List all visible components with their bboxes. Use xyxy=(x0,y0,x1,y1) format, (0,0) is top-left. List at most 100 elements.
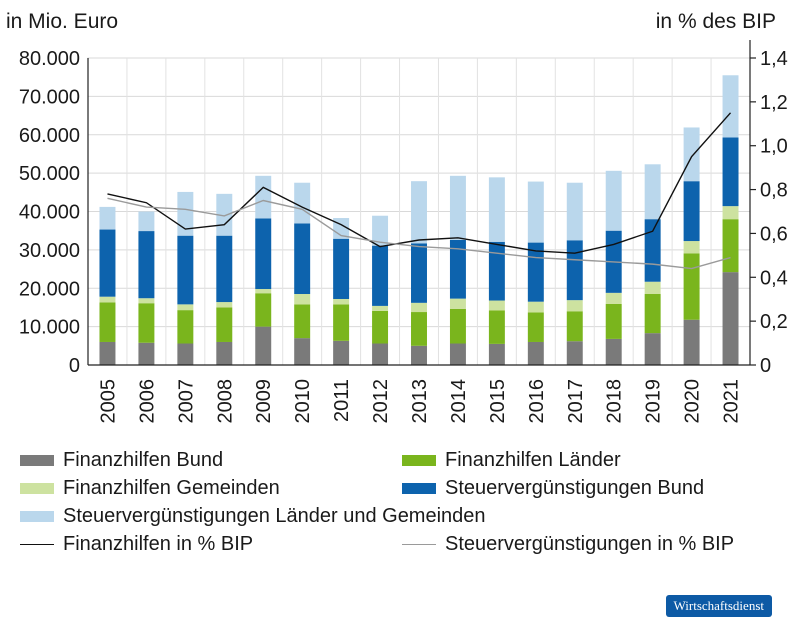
legend-swatch xyxy=(402,455,436,466)
y2-tick-label: 0,2 xyxy=(760,311,788,333)
x-tick-label: 2005 xyxy=(97,379,119,424)
bar-segment xyxy=(527,341,544,365)
y2-tick-label: 0 xyxy=(760,355,771,377)
bar-segment xyxy=(605,292,622,304)
left-axis-unit-label: in Mio. Euro xyxy=(6,10,119,33)
bar-segment xyxy=(644,219,661,282)
bar-segment xyxy=(372,245,389,306)
legend-line-swatch xyxy=(402,544,436,545)
y-tick-label: 10.000 xyxy=(19,317,80,339)
bar-segment xyxy=(411,312,427,346)
legend-item-finanzhilfen-laender: Finanzhilfen Länder xyxy=(402,449,621,472)
x-tick-label: 2020 xyxy=(682,379,704,424)
legend-label: Steuervergünstigungen in % BIP xyxy=(445,533,735,555)
bar-segment xyxy=(605,170,622,231)
bar-segment xyxy=(255,175,272,219)
y-tick-label: 80.000 xyxy=(19,48,80,70)
x-tick-label: 2012 xyxy=(370,379,392,424)
bar-segment xyxy=(216,235,233,303)
bar-segment xyxy=(488,177,505,242)
bar-segment xyxy=(99,302,116,342)
bar-segment xyxy=(449,298,466,309)
y-tick-label: 40.000 xyxy=(19,202,80,224)
bar-segment xyxy=(138,231,155,299)
bar-segment xyxy=(411,302,427,313)
legend-swatch xyxy=(20,511,54,522)
axes: 0 10.000 20.000 30.000 40.000 50.000 60.000 70.… xyxy=(19,40,788,424)
bar-segment xyxy=(99,229,116,297)
series-line xyxy=(107,112,732,254)
bar-segment xyxy=(255,218,272,290)
bar-segment xyxy=(644,294,661,334)
bar-segment xyxy=(683,253,700,320)
bar-segment xyxy=(527,181,544,243)
bar-segment xyxy=(683,319,700,365)
bar-segment xyxy=(372,215,389,246)
y-tick-label: 60.000 xyxy=(19,125,80,147)
legend-line-swatch xyxy=(20,544,54,545)
bar-segment xyxy=(333,340,350,365)
bar-segment xyxy=(372,310,389,344)
bar-segment xyxy=(372,305,389,311)
bar-segment xyxy=(449,343,466,365)
legend-item-finanzhilfen-bip-line: Finanzhilfen in % BIP xyxy=(20,533,253,556)
bar-segment xyxy=(449,308,466,344)
x-tick-label: 2009 xyxy=(253,379,275,424)
bar-segment xyxy=(372,343,389,365)
bar-segment xyxy=(294,304,311,339)
x-tick-label: 2011 xyxy=(331,379,353,422)
x-tick-label: 2017 xyxy=(565,379,587,424)
bar-segment xyxy=(644,281,661,295)
y2-tick-label: 0,8 xyxy=(760,180,788,202)
bar-segment xyxy=(333,238,350,299)
legend-item-steuerverguenstigungen-laender-gemeinden: Steuervergünstigungen Länder und Gemeind… xyxy=(20,505,486,528)
x-tick-label: 2008 xyxy=(214,379,236,424)
y-tick-label: 30.000 xyxy=(19,240,80,262)
bar-segment xyxy=(216,307,233,342)
bar-segment xyxy=(605,338,622,365)
legend-swatch xyxy=(20,455,54,466)
bar-segment xyxy=(488,300,505,311)
y-tick-label: 0 xyxy=(69,355,80,377)
x-tick-label: 2019 xyxy=(643,379,665,424)
bar-segment xyxy=(644,164,661,220)
legend-item-finanzhilfen-bund: Finanzhilfen Bund xyxy=(20,449,223,472)
bar-segment xyxy=(216,302,233,308)
bar-segment xyxy=(722,219,739,273)
x-tick-label: 2013 xyxy=(409,379,431,424)
legend-item-steuerverguenstigungen-bund: Steuervergünstigungen Bund xyxy=(402,477,704,500)
bar-segment xyxy=(294,338,311,365)
legend-swatch xyxy=(402,483,436,494)
y2-tick-label: 1,4 xyxy=(760,48,788,70)
bar-segment xyxy=(527,301,544,313)
y2-tick-label: 1,2 xyxy=(760,92,788,114)
bar-segment xyxy=(294,223,311,295)
bar-segment xyxy=(566,341,583,365)
x-tick-label: 2018 xyxy=(604,379,626,424)
bar-segment xyxy=(449,239,466,299)
bar-segment xyxy=(411,345,427,365)
bar-segment xyxy=(333,298,350,305)
bar-segment xyxy=(566,240,583,301)
bar-segment xyxy=(488,241,505,301)
right-axis-unit-label: in % des BIP xyxy=(655,10,776,33)
bar-segment xyxy=(722,137,739,207)
x-tick-label: 2007 xyxy=(175,379,197,424)
bar-segment xyxy=(294,182,311,224)
bar-segment xyxy=(177,191,194,236)
legend-label: Finanzhilfen Gemeinden xyxy=(63,477,280,499)
bar-segment xyxy=(722,75,739,138)
bar-segment xyxy=(99,296,116,303)
bar-segment xyxy=(722,272,739,365)
bar-segment xyxy=(488,343,505,365)
bar-segment xyxy=(333,304,350,341)
bar-segment xyxy=(605,303,622,339)
legend-label: Finanzhilfen Länder xyxy=(445,449,621,471)
bar-segment xyxy=(255,289,272,294)
bar-segment xyxy=(177,304,194,311)
bar-segment xyxy=(138,211,155,232)
x-tick-label: 2010 xyxy=(292,379,314,424)
bar-segment xyxy=(99,206,116,230)
series-line xyxy=(107,197,731,270)
y-tick-label: 20.000 xyxy=(19,278,80,300)
